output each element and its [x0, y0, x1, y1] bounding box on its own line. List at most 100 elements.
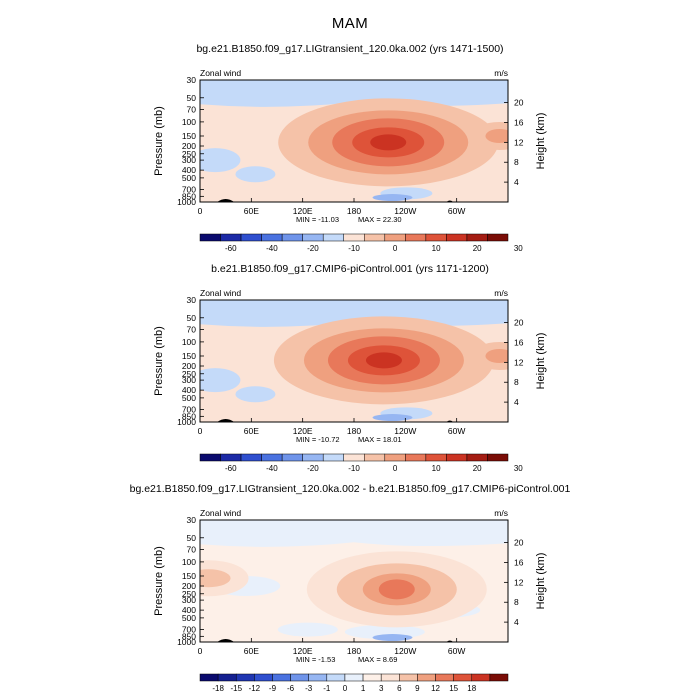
colorbar-box [405, 453, 427, 462]
colorbar-box [272, 673, 291, 682]
colorbar-label: -40 [266, 464, 278, 473]
y2-tick-label: 8 [514, 597, 519, 607]
colorbar-box [446, 453, 468, 462]
colorbar-label: 30 [514, 464, 523, 473]
colorbar-box [261, 453, 283, 462]
contour-field [200, 300, 508, 422]
colorbar-label: -60 [225, 464, 237, 473]
y-axis-title: Pressure (mb) [153, 546, 165, 616]
colorbar-box [254, 673, 273, 682]
colorbar-label: -1 [323, 684, 331, 693]
jet-contour [370, 134, 407, 151]
colorbar-box [240, 233, 262, 242]
colorbar-box [281, 233, 303, 242]
colorbar-label: -20 [307, 244, 319, 253]
colorbar-box [326, 673, 346, 682]
colorbar-box [417, 673, 436, 682]
colorbar-label: -6 [287, 684, 295, 693]
colorbar-label: 20 [473, 244, 482, 253]
colorbar-box [384, 233, 406, 242]
x-tick-label: 180 [347, 646, 361, 656]
panel-title: bg.e21.B1850.f09_g17.LIGtransient_120.0k… [196, 43, 503, 55]
x-tick-label: 120E [293, 206, 313, 216]
colorbar-label: 12 [431, 684, 440, 693]
x-tick-label: 120W [394, 206, 416, 216]
y-tick-label: 500 [182, 393, 196, 403]
x-tick-label: 120W [394, 426, 416, 436]
y2-tick-label: 20 [514, 538, 524, 548]
units-label: m/s [494, 68, 508, 78]
y-tick-label: 300 [182, 595, 196, 605]
x-tick-label: 60E [244, 426, 259, 436]
y-tick-label: 100 [182, 557, 196, 567]
x-tick-label: 0 [198, 426, 203, 436]
colorbar-label: 20 [473, 464, 482, 473]
topography [217, 199, 235, 202]
colorbar-label: -12 [249, 684, 261, 693]
variable-label: Zonal wind [200, 288, 241, 298]
y-tick-label: 500 [182, 613, 196, 623]
easterly-patch [235, 386, 276, 403]
y-tick-label: 200 [182, 141, 196, 151]
y2-axis-title: Height (km) [535, 113, 547, 170]
colorbar-box [405, 233, 427, 242]
colorbar-label: -18 [212, 684, 224, 693]
panel-2: b.e21.B1850.f09_g17.CMIP6-piControl.001 … [153, 263, 547, 473]
max-value: MAX = 22.30 [358, 215, 402, 224]
colorbar-box [364, 453, 386, 462]
colorbar-box [302, 453, 324, 462]
y-tick-label: 400 [182, 165, 196, 175]
colorbar-label: 6 [397, 684, 402, 693]
y-tick-label: 100 [182, 337, 196, 347]
colorbar-box [362, 673, 382, 682]
colorbar-box [199, 233, 221, 242]
y-tick-label: 700 [182, 625, 196, 635]
y2-tick-label: 20 [514, 318, 524, 328]
panel-title: b.e21.B1850.f09_g17.CMIP6-piControl.001 … [211, 263, 489, 275]
colorbar-box [261, 233, 283, 242]
x-tick-label: 60E [244, 646, 259, 656]
colorbar-box [487, 453, 509, 462]
colorbar-box [425, 233, 447, 242]
x-tick-label: 120E [293, 426, 313, 436]
y2-tick-label: 16 [514, 117, 524, 127]
contour-field [200, 520, 508, 642]
y-tick-label: 30 [187, 75, 197, 85]
y-tick-label: 30 [187, 515, 197, 525]
colorbar-box [466, 233, 488, 242]
y-tick-label: 50 [187, 93, 197, 103]
colorbar-label: -9 [269, 684, 277, 693]
colorbar-label: -60 [225, 244, 237, 253]
low-level-patch [372, 414, 413, 422]
colorbar-box [302, 233, 324, 242]
colorbar-label: 3 [379, 684, 384, 693]
y-tick-label: 30 [187, 295, 197, 305]
colorbar-box [435, 673, 454, 682]
colorbar-box [308, 673, 328, 682]
colorbar-box [489, 673, 509, 682]
colorbar-box [446, 233, 468, 242]
colorbar-box [364, 233, 386, 242]
x-tick-label: 180 [347, 426, 361, 436]
y-tick-label: 300 [182, 375, 196, 385]
colorbar-box [343, 453, 365, 462]
y2-tick-label: 12 [514, 137, 524, 147]
y2-tick-label: 12 [514, 357, 524, 367]
colorbar-box [235, 673, 255, 682]
colorbar-label: -10 [348, 464, 360, 473]
y2-tick-label: 16 [514, 557, 524, 567]
panel-title: bg.e21.B1850.f09_g17.LIGtransient_120.0k… [130, 483, 571, 495]
colorbar-box [380, 673, 400, 682]
y-tick-label: 850 [182, 191, 196, 201]
topography [217, 419, 235, 422]
colorbar-label: 18 [467, 684, 476, 693]
y-tick-label: 850 [182, 631, 196, 641]
colorbar-label: -40 [266, 244, 278, 253]
y-tick-label: 70 [187, 104, 197, 114]
colorbar-box [466, 453, 488, 462]
easterly-band-upper [200, 520, 508, 547]
min-value: MIN = -11.03 [296, 215, 339, 224]
y-tick-label: 150 [182, 351, 196, 361]
max-value: MAX = 8.69 [358, 655, 397, 664]
